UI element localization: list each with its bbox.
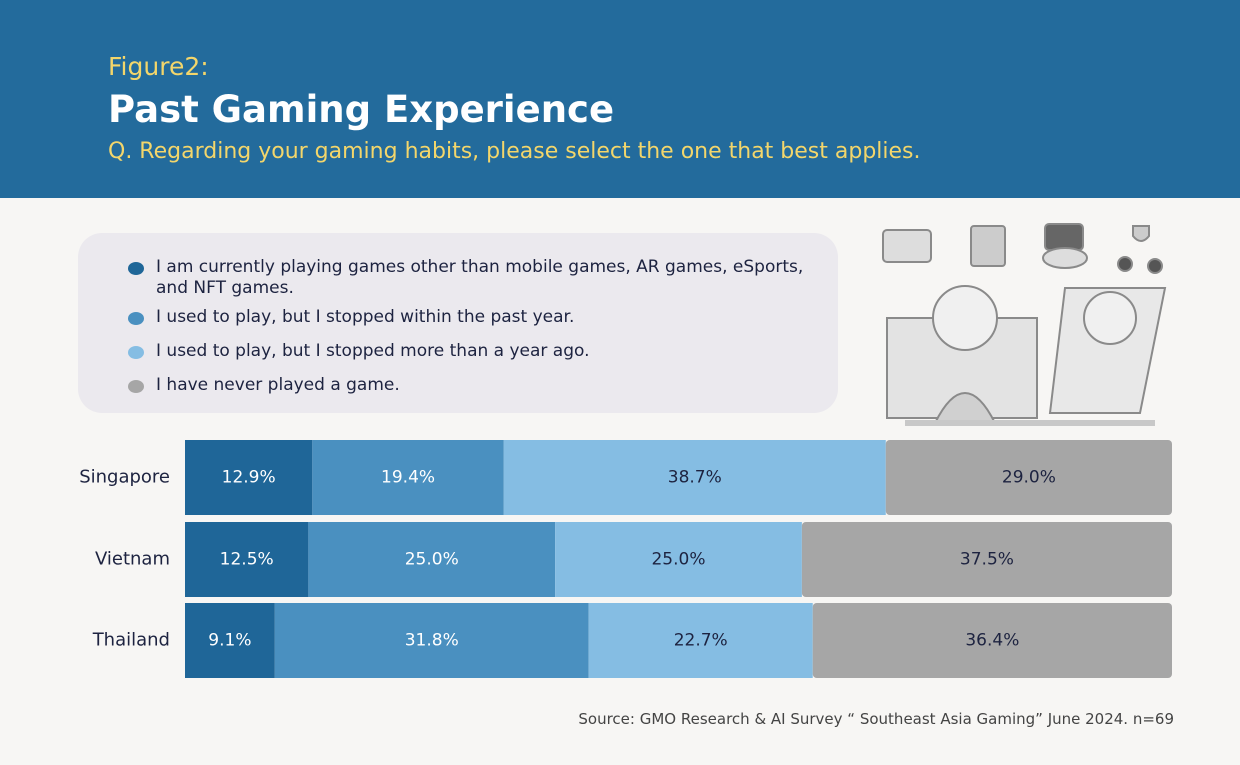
value-label: 12.9% xyxy=(222,468,276,488)
bar-segment xyxy=(312,440,504,515)
value-label: 29.0% xyxy=(1002,468,1056,488)
category-label: Singapore xyxy=(79,467,170,488)
bar-segment xyxy=(812,603,1172,678)
bar-segment xyxy=(588,603,813,678)
legend-item: I am currently playing games other than … xyxy=(128,257,826,299)
bar-segment xyxy=(185,603,275,678)
bar-segment xyxy=(555,522,802,597)
legend-item: I used to play, but I stopped more than … xyxy=(128,341,826,362)
legend-item: I have never played a game. xyxy=(128,375,826,396)
value-label: 9.1% xyxy=(208,631,251,651)
value-label: 25.0% xyxy=(651,550,705,570)
illustration xyxy=(882,223,1167,426)
legend: I am currently playing games other than … xyxy=(78,233,838,413)
question: Q. Regarding your gaming habits, please … xyxy=(108,139,921,164)
bar-segment xyxy=(885,440,1172,515)
value-label: 25.0% xyxy=(405,550,459,570)
value-label: 31.8% xyxy=(405,631,459,651)
header: Figure2: Past Gaming Experience Q. Regar… xyxy=(0,0,1240,198)
legend-swatch xyxy=(128,262,144,275)
figure-label: Figure2: xyxy=(108,52,209,81)
bar-segment xyxy=(185,440,313,515)
source: Source: GMO Research & AI Survey “ South… xyxy=(578,710,1174,728)
value-label: 22.7% xyxy=(674,631,728,651)
value-label: 12.5% xyxy=(220,550,274,570)
value-label: 19.4% xyxy=(381,468,435,488)
legend-label: I am currently playing games other than … xyxy=(156,257,804,298)
bar-segment xyxy=(274,603,589,678)
legend-label: I used to play, but I stopped more than … xyxy=(156,341,590,361)
legend-label: I used to play, but I stopped within the… xyxy=(156,307,575,327)
bar-segment xyxy=(308,522,556,597)
value-label: 36.4% xyxy=(965,631,1019,651)
bar-segment xyxy=(801,522,1172,597)
legend-label: I have never played a game. xyxy=(156,375,400,395)
legend-item: I used to play, but I stopped within the… xyxy=(128,307,826,328)
value-label: 38.7% xyxy=(668,468,722,488)
bar-segment xyxy=(503,440,886,515)
title: Past Gaming Experience xyxy=(108,88,615,131)
category-label: Vietnam xyxy=(95,549,170,570)
category-label: Thailand xyxy=(92,630,170,651)
legend-swatch xyxy=(128,380,144,393)
value-label: 37.5% xyxy=(960,550,1014,570)
legend-swatch xyxy=(128,312,144,325)
legend-swatch xyxy=(128,346,144,359)
bar-segment xyxy=(185,522,309,597)
